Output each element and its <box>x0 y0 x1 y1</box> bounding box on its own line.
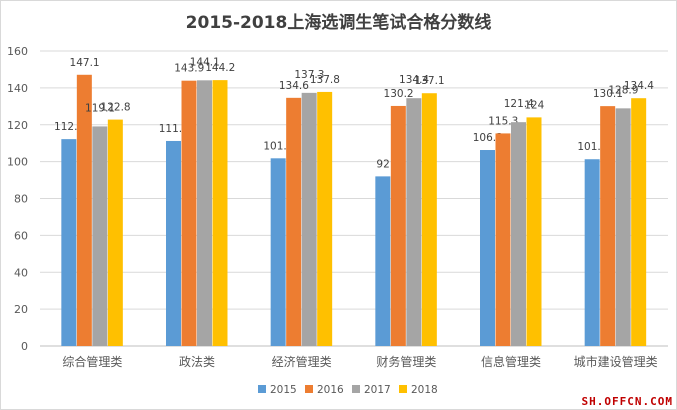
legend-swatch-2015 <box>258 385 266 393</box>
x-tick-label: 经济管理类 <box>272 354 332 369</box>
bar-2017 <box>615 108 631 346</box>
bar-2015 <box>584 159 600 346</box>
legend-label: 2017 <box>364 384 391 396</box>
data-label: 134.6 <box>279 80 309 92</box>
data-label: 144.2 <box>205 62 235 74</box>
bar-2018 <box>631 98 647 346</box>
data-label: 143.9 <box>174 63 204 75</box>
data-label: 122.8 <box>101 102 131 114</box>
y-tick-label: 80 <box>14 193 28 206</box>
bar-2015 <box>480 150 495 346</box>
bar-2018 <box>317 91 333 347</box>
x-tick-label: 城市建设管理类 <box>574 354 658 369</box>
data-label: 134.4 <box>399 74 429 86</box>
data-label: 112.2 <box>54 121 84 133</box>
legend-swatch-2017 <box>352 385 360 393</box>
bar-2017 <box>301 92 317 347</box>
watermark: SH.OFFCN.COM <box>581 395 673 408</box>
data-label: 137.8 <box>310 74 340 86</box>
data-label: 121.4 <box>504 98 534 110</box>
bar-2018 <box>526 117 542 346</box>
bar-2016 <box>600 106 616 346</box>
y-tick-label: 20 <box>14 303 28 316</box>
bar-2017 <box>197 80 212 347</box>
data-label: 134.4 <box>624 80 654 92</box>
data-label: 92 <box>376 158 389 170</box>
x-tick-label: 政法类 <box>179 355 215 369</box>
bar-2016 <box>495 133 511 346</box>
bar-2015 <box>375 176 391 346</box>
bar-2018 <box>212 80 228 346</box>
bar-2018 <box>107 119 123 347</box>
legend-label: 2015 <box>270 384 297 396</box>
bar-2017 <box>511 122 526 346</box>
data-label: 144.1 <box>190 56 220 68</box>
x-tick-label: 信息管理类 <box>481 354 541 369</box>
bar-2015 <box>270 158 286 346</box>
bar-2015 <box>166 140 181 346</box>
y-tick-label: 160 <box>7 45 28 58</box>
y-tick-label: 100 <box>7 156 28 169</box>
x-tick-label: 综合管理类 <box>62 354 122 369</box>
data-label: 119.1 <box>85 102 115 114</box>
data-label: 137.3 <box>294 69 324 81</box>
data-label: 111.2 <box>159 123 189 135</box>
y-tick-label: 140 <box>7 82 28 95</box>
bar-2016 <box>286 97 302 346</box>
legend-swatch-2016 <box>305 385 313 393</box>
data-label: 106.3 <box>473 132 503 144</box>
data-label: 115.3 <box>488 115 518 127</box>
bar-2016 <box>390 105 406 346</box>
y-tick-label: 120 <box>7 119 28 132</box>
data-label: 128.9 <box>608 84 638 96</box>
data-label: 130.1 <box>593 88 623 100</box>
y-tick-label: 60 <box>14 229 28 242</box>
data-label: 130.2 <box>384 88 414 100</box>
data-label: 101.8 <box>263 140 293 152</box>
bar-2015 <box>61 139 77 346</box>
data-label: 147.1 <box>70 57 100 69</box>
chart-title: 2015-2018上海选调生笔试合格分数线 <box>185 13 492 33</box>
y-tick-label: 0 <box>21 340 28 353</box>
data-label: 101.3 <box>577 141 607 153</box>
legend-label: 2018 <box>411 384 438 396</box>
bar-2018 <box>421 93 437 346</box>
y-tick-label: 40 <box>14 266 28 279</box>
bar-2017 <box>92 126 108 346</box>
data-label: 124 <box>524 99 544 111</box>
legend-swatch-2018 <box>399 385 407 393</box>
bar-2016 <box>181 80 197 346</box>
bar-2017 <box>406 98 422 346</box>
bar-2016 <box>76 74 92 347</box>
legend-label: 2016 <box>317 384 344 396</box>
data-label: 137.1 <box>415 75 445 87</box>
x-tick-label: 财务管理类 <box>376 354 436 369</box>
